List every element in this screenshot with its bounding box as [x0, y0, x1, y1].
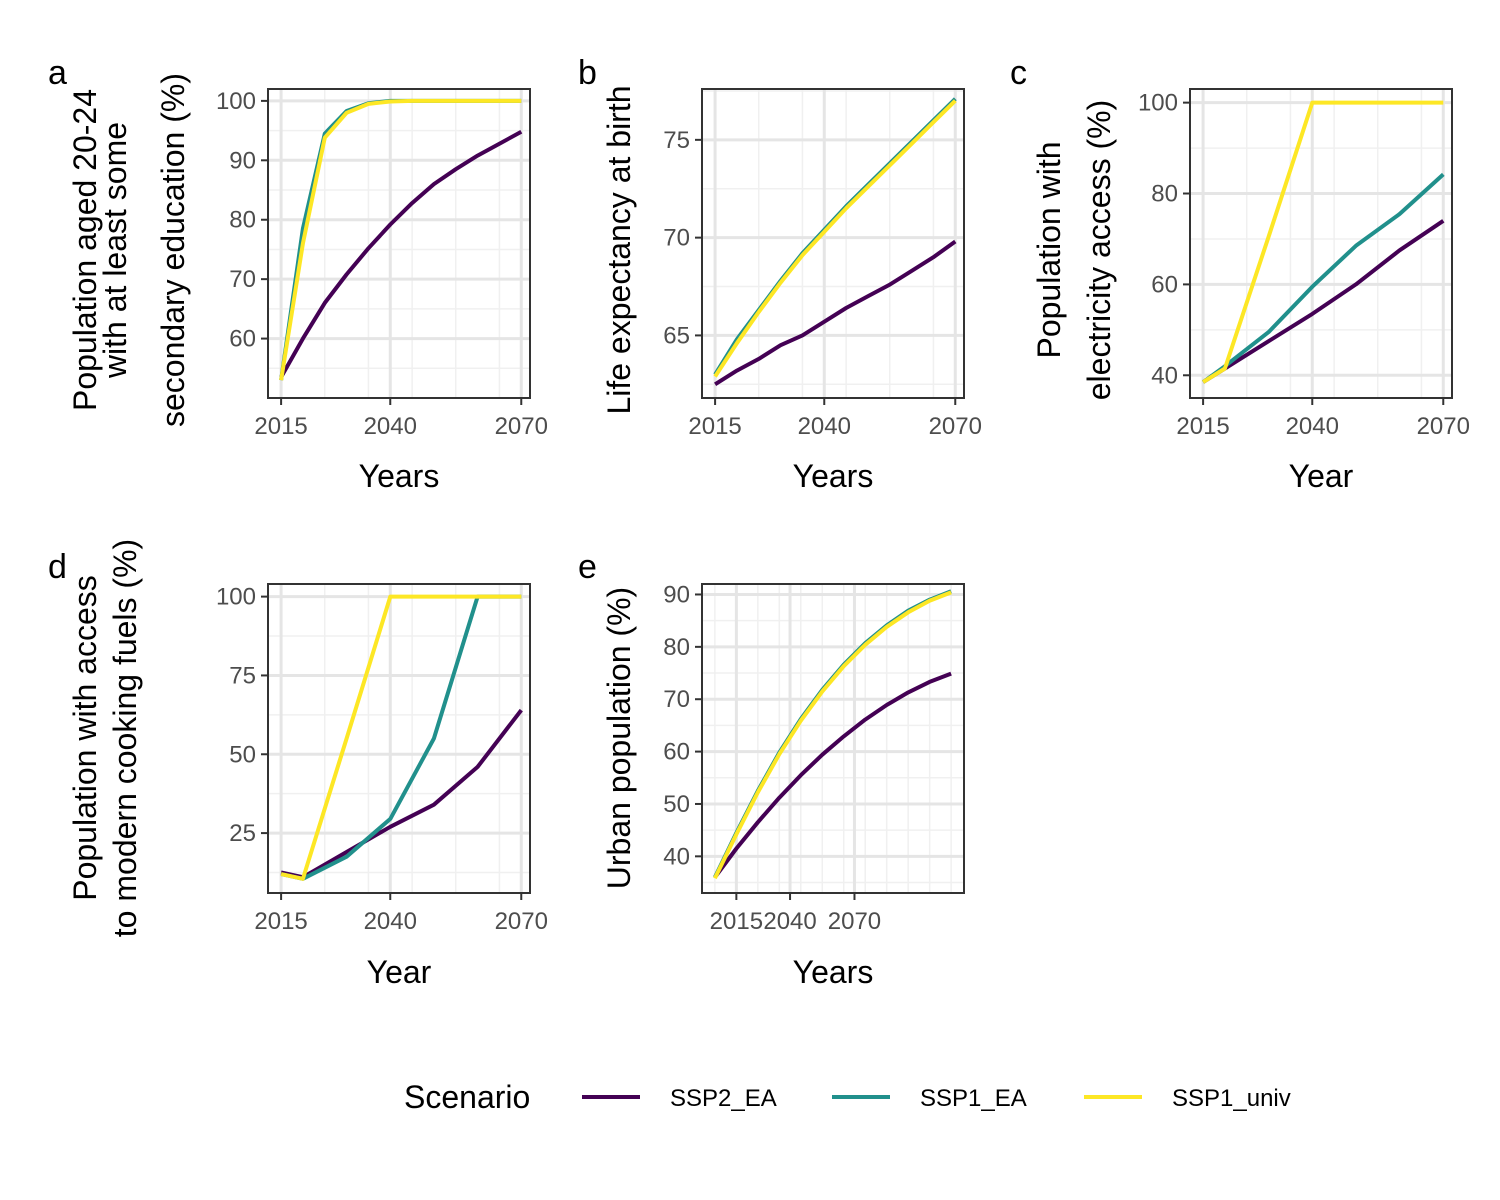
y-axis-title-line: Population aged 20-24 — [67, 89, 103, 411]
legend-title: Scenario — [404, 1079, 530, 1115]
panel-letter: c — [1010, 54, 1027, 92]
y-tick-label: 90 — [663, 581, 690, 608]
y-tick-label: 60 — [229, 326, 256, 353]
y-tick-label: 100 — [1138, 90, 1178, 117]
series-line-SSP2_EA — [714, 239, 957, 386]
y-tick-label: 70 — [663, 686, 690, 713]
series-line-SSP1_univ — [713, 99, 957, 378]
y-tick-label: 90 — [229, 147, 256, 174]
legend-item-SSP2_EA: SSP2_EA — [582, 1085, 777, 1112]
x-axis-title: Year — [367, 954, 432, 990]
y-axis-title-line: Population with — [1031, 141, 1067, 358]
x-tick-label: 2070 — [1417, 413, 1470, 440]
y-axis-title-line: Population with access — [67, 575, 103, 901]
y-tick-label: 50 — [229, 741, 256, 768]
y-tick-label: 80 — [663, 634, 690, 661]
panel-b: 2015 2040 2070 65 70 75 Years Life expectancy a… — [578, 54, 982, 494]
y-tick-label: 40 — [663, 843, 690, 870]
panel-letter: a — [48, 54, 67, 92]
y-tick-label: 25 — [229, 820, 256, 847]
y-tick-label: 70 — [663, 225, 690, 252]
legend-label: SSP1_univ — [1172, 1085, 1291, 1112]
plot-background — [268, 584, 530, 893]
panel-letter: b — [578, 54, 597, 92]
x-tick-label: 2015 — [710, 908, 763, 935]
y-tick-label: 40 — [1151, 362, 1178, 389]
y-tick-label: 80 — [1151, 181, 1178, 208]
y-tick-label: 80 — [229, 207, 256, 234]
panel-border — [701, 88, 965, 399]
y-axis-title-line: secondary education (%) — [155, 73, 191, 427]
x-tick-label: 2015 — [254, 413, 307, 440]
series-line-SSP2_EA — [279, 130, 523, 379]
y-tick-label: 75 — [229, 662, 256, 689]
x-axis-title: Years — [359, 458, 440, 494]
x-axis-title: Years — [793, 954, 874, 990]
y-axis-title-line: Urban population (%) — [601, 587, 637, 889]
legend-item-SSP1_univ: SSP1_univ — [1084, 1085, 1291, 1112]
legend-label: SSP1_EA — [920, 1085, 1027, 1112]
series-line-SSP2_EA — [713, 671, 952, 879]
x-tick-label: 2015 — [1176, 413, 1229, 440]
x-axis-title: Year — [1289, 458, 1354, 494]
y-tick-label: 60 — [1151, 271, 1178, 298]
x-axis-title: Years — [793, 458, 874, 494]
panel-border — [267, 583, 531, 894]
panel-e: 2015 2040 2070 40 50 60 70 80 90 Years Urban popul… — [578, 548, 965, 990]
x-tick-label: 2070 — [929, 413, 982, 440]
panel-letter: d — [48, 548, 67, 586]
y-tick-label: 75 — [663, 127, 690, 154]
y-tick-label: 60 — [663, 739, 690, 766]
x-tick-label: 2040 — [763, 908, 816, 935]
plot-background — [702, 89, 964, 398]
x-tick-label: 2070 — [495, 413, 548, 440]
x-tick-label: 2015 — [688, 413, 741, 440]
series-line-SSP1_univ — [1202, 100, 1444, 384]
legend: Scenario SSP2_EA SSP1_EA SSP1_univ — [404, 1079, 1291, 1115]
x-tick-label: 2040 — [798, 413, 851, 440]
y-axis-title-line: Life expectancy at birth — [601, 85, 637, 414]
x-tick-label: 2040 — [364, 413, 417, 440]
series-line-SSP1_univ — [280, 594, 522, 881]
panel-a: 2015 2040 2070 60 70 80 90 100 Years Population a… — [48, 54, 548, 494]
panel-border — [267, 88, 531, 399]
panel-border — [1189, 88, 1453, 399]
series-line-SSP1_univ — [279, 98, 522, 381]
panel-d: 2015 2040 2070 25 50 75 100 Year Population with… — [48, 539, 548, 990]
y-tick-label: 50 — [663, 791, 690, 818]
y-tick-label: 100 — [216, 584, 256, 611]
x-tick-label: 2070 — [828, 908, 881, 935]
x-tick-label: 2040 — [1286, 413, 1339, 440]
x-tick-label: 2015 — [254, 908, 307, 935]
panel-c: 2015 2040 2070 40 60 80 100 Year Population with… — [1010, 54, 1470, 494]
plot-background — [268, 89, 530, 398]
y-tick-label: 70 — [229, 266, 256, 293]
legend-item-SSP1_EA: SSP1_EA — [832, 1085, 1027, 1112]
y-axis-title-line: with at least some — [97, 122, 133, 379]
y-axis-title-line: to modern cooking fuels (%) — [107, 539, 143, 937]
plot-background — [702, 584, 964, 893]
x-tick-label: 2070 — [495, 908, 548, 935]
series-line-SSP1_univ — [713, 590, 952, 880]
y-axis-title-line: electricity access (%) — [1081, 100, 1117, 401]
x-tick-label: 2040 — [364, 908, 417, 935]
panel-border — [701, 583, 965, 894]
panel-letter: e — [578, 548, 597, 586]
y-tick-label: 65 — [663, 322, 690, 349]
y-tick-label: 100 — [216, 88, 256, 115]
legend-label: SSP2_EA — [670, 1085, 777, 1112]
